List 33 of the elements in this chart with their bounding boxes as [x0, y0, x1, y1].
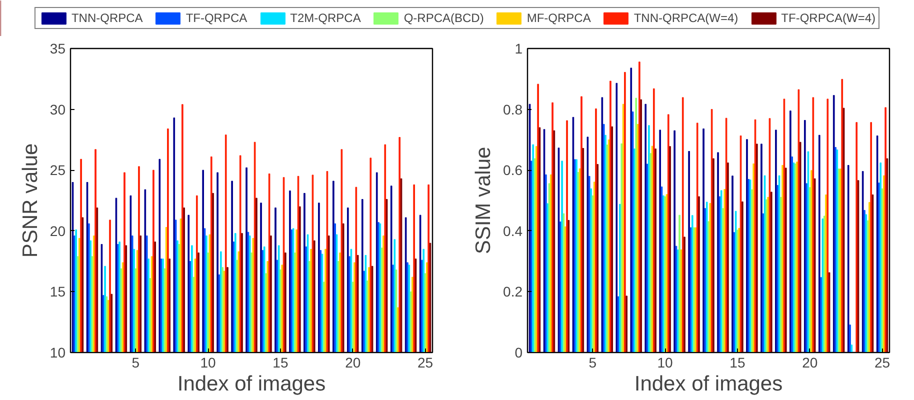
x-axis-title: Index of images: [634, 372, 783, 396]
legend-label: Q-RPCA(BCD): [404, 11, 484, 25]
x-tick-label: 20: [345, 354, 361, 370]
legend-label: T2M-QRPCA: [290, 11, 361, 25]
legend-label: MF-QRPCA: [526, 11, 591, 25]
x-tick-label: 15: [730, 354, 746, 370]
y-tick-label: 30: [50, 101, 66, 118]
x-tick-label: 10: [657, 354, 674, 370]
y-tick-label: 0.6: [503, 162, 523, 178]
legend-label: TF-QRPCA: [186, 11, 248, 25]
y-tick-label: 35: [50, 40, 66, 56]
x-tick-label: 15: [272, 354, 288, 370]
y-tick-label: 20: [50, 222, 66, 239]
y-tick-label: 25: [50, 162, 66, 178]
y-tick-label: 1: [514, 40, 523, 56]
legend-label: TNN-QRPCA: [71, 11, 143, 25]
x-tick-label: 10: [200, 354, 216, 370]
y-tick-label: 0: [514, 344, 523, 360]
y-tick-label: 0.2: [503, 284, 523, 300]
y-axis-title: PSNR value: [18, 143, 42, 258]
x-tick-label: 20: [802, 354, 818, 370]
x-tick-label: 5: [132, 354, 140, 370]
legend-label: TNN-QRPCA(W=4): [634, 11, 738, 25]
y-tick-label: 0.4: [503, 222, 523, 239]
legend-label: TF-QRPCA(W=4): [781, 11, 876, 25]
y-tick-label: 15: [50, 284, 66, 300]
y-tick-label: 0.8: [503, 101, 523, 118]
x-axis-title: Index of images: [177, 372, 326, 396]
x-tick-label: 25: [874, 354, 890, 370]
x-tick-label: 25: [417, 354, 434, 370]
y-axis-title: SSIM value: [472, 146, 496, 254]
x-tick-label: 5: [588, 354, 597, 370]
y-tick-label: 10: [50, 344, 66, 360]
